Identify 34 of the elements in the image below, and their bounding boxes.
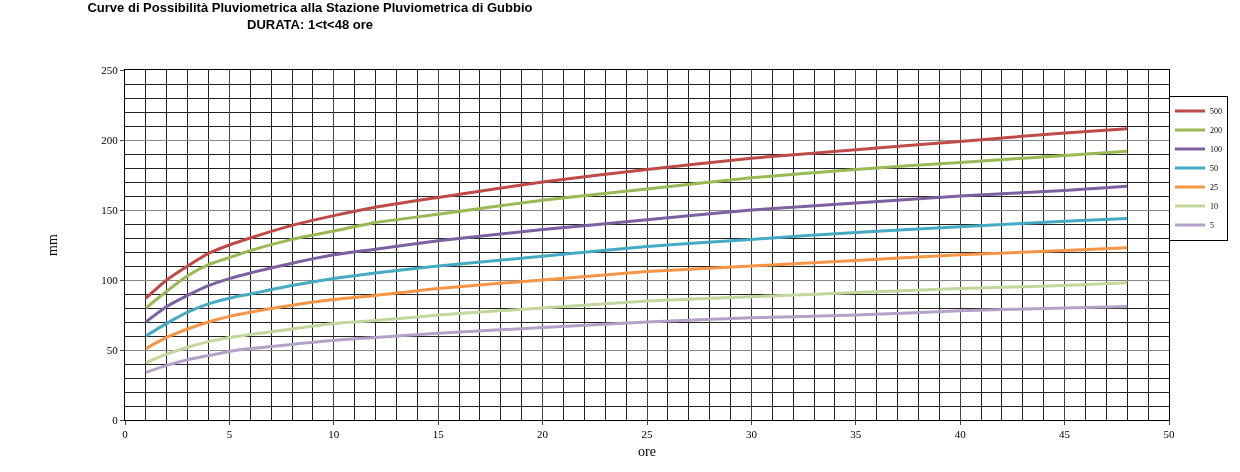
x-tick-label: 0 bbox=[122, 428, 129, 441]
x-tick-label: 25 bbox=[641, 428, 653, 441]
y-tick-label: 100 bbox=[101, 273, 119, 286]
y-tick-label: 150 bbox=[101, 203, 119, 216]
legend-label: 100 bbox=[1210, 145, 1222, 155]
y-tick-label: 0 bbox=[112, 413, 119, 426]
legend-label: 500 bbox=[1210, 107, 1222, 117]
legend-label: 10 bbox=[1210, 202, 1218, 212]
x-tick-label: 50 bbox=[1163, 428, 1175, 441]
line-series bbox=[144, 127, 1129, 300]
chart-title: Curve di Possibilità Pluviometrica alla Stazione Pluviometrica di Gubbio DURATA: 1<t<48 ore bbox=[87, 0, 533, 32]
x-tick-label: 20 bbox=[537, 428, 549, 441]
y-tick-label: 200 bbox=[101, 133, 119, 146]
line-series bbox=[144, 305, 1129, 374]
x-axis-title: ore bbox=[638, 443, 656, 459]
legend-label: 5 bbox=[1210, 221, 1214, 231]
y-tick-label: 50 bbox=[106, 343, 119, 356]
line-series bbox=[144, 246, 1129, 351]
x-tick-label: 35 bbox=[850, 428, 862, 441]
x-tick-label: 40 bbox=[954, 428, 967, 441]
y-axis-title: mm bbox=[44, 234, 60, 256]
line-series bbox=[144, 149, 1129, 310]
x-tick-label: 45 bbox=[1059, 428, 1071, 441]
legend-label: 50 bbox=[1210, 164, 1218, 174]
x-tick-label: 30 bbox=[745, 428, 758, 441]
line-series bbox=[144, 281, 1129, 365]
x-tick-label: 10 bbox=[328, 428, 340, 441]
legend-label: 25 bbox=[1210, 183, 1218, 193]
legend-label: 200 bbox=[1210, 126, 1222, 136]
x-tick-label: 5 bbox=[226, 428, 233, 441]
x-tick-label: 15 bbox=[432, 428, 445, 441]
line-series bbox=[144, 184, 1129, 324]
line-series bbox=[144, 216, 1129, 338]
y-tick-label: 250 bbox=[101, 63, 119, 76]
